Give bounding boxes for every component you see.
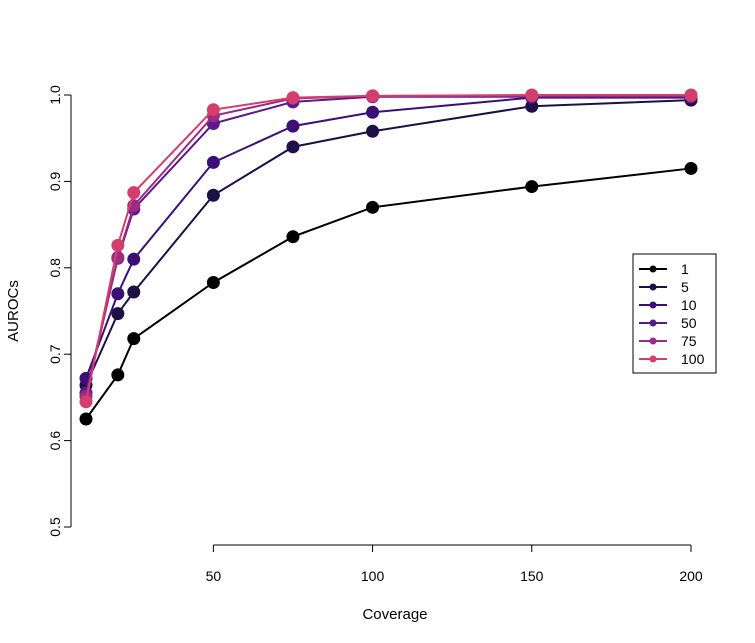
data-point <box>525 88 539 102</box>
data-point <box>206 155 220 169</box>
series-line <box>85 167 692 420</box>
data-point <box>366 105 380 119</box>
data-point <box>366 89 380 103</box>
legend-item: 75 <box>639 333 697 349</box>
data-point <box>525 180 539 194</box>
data-point <box>127 332 141 346</box>
legend-label: 50 <box>681 315 697 331</box>
series-line <box>85 99 692 386</box>
legend-label: 5 <box>681 279 689 295</box>
y-tick-label: 0.9 <box>47 171 63 191</box>
data-point <box>111 368 125 382</box>
series-100 <box>79 88 698 409</box>
x-tick-label: 150 <box>520 568 544 584</box>
legend-label: 100 <box>681 351 705 367</box>
data-point <box>79 412 93 426</box>
x-axis-label: Coverage <box>362 606 427 623</box>
legend-marker <box>649 283 657 291</box>
data-point <box>206 103 220 117</box>
legend-item: 100 <box>639 351 705 367</box>
y-tick-label: 0.5 <box>47 517 63 537</box>
data-point <box>111 307 125 321</box>
y-tick-label: 0.8 <box>47 258 63 278</box>
data-point <box>127 252 141 266</box>
legend-box <box>632 253 717 374</box>
series-line <box>85 95 691 394</box>
data-point <box>286 91 300 105</box>
data-point <box>111 287 125 301</box>
data-point <box>127 186 141 200</box>
data-point <box>206 275 220 289</box>
series-1 <box>79 161 698 426</box>
series-10 <box>79 91 698 385</box>
series-5 <box>79 93 698 392</box>
legend-marker <box>649 319 657 327</box>
legend-marker <box>649 265 657 273</box>
legend-marker <box>649 301 657 309</box>
series-line <box>85 94 691 397</box>
legend-label: 10 <box>681 297 697 313</box>
data-point <box>684 88 698 102</box>
data-point <box>127 285 141 299</box>
data-point <box>286 119 300 133</box>
series-layer <box>79 88 698 426</box>
legend-marker <box>649 337 657 345</box>
data-point <box>79 395 93 409</box>
x-axis: 50 100 150 200 <box>206 544 703 584</box>
legend-item: 1 <box>639 261 689 277</box>
legend-marker <box>649 355 657 363</box>
x-tick-label: 100 <box>361 568 385 584</box>
legend-label: 1 <box>681 261 689 277</box>
data-point <box>111 250 125 264</box>
data-point <box>684 161 698 175</box>
y-tick-label: 1.0 <box>47 85 63 105</box>
y-axis: 0.5 0.6 0.7 0.8 0.9 1.0 <box>47 85 72 537</box>
data-point <box>206 188 220 202</box>
data-point <box>286 230 300 244</box>
y-axis-label: AUROCs <box>5 280 22 342</box>
y-tick-label: 0.7 <box>47 344 63 364</box>
legend-item: 10 <box>639 297 697 313</box>
series-line <box>85 96 691 379</box>
legend-label: 75 <box>681 333 697 349</box>
x-tick-label: 200 <box>679 568 703 584</box>
series-line <box>85 94 691 402</box>
x-tick-label: 50 <box>206 568 222 584</box>
data-point <box>366 124 380 138</box>
data-point <box>111 238 125 252</box>
legend: 1 5 10 50 75 100 <box>632 253 717 374</box>
legend-item: 50 <box>639 315 697 331</box>
data-point <box>366 200 380 214</box>
y-tick-label: 0.6 <box>47 431 63 451</box>
legend-item: 5 <box>639 279 689 295</box>
data-point <box>286 140 300 154</box>
